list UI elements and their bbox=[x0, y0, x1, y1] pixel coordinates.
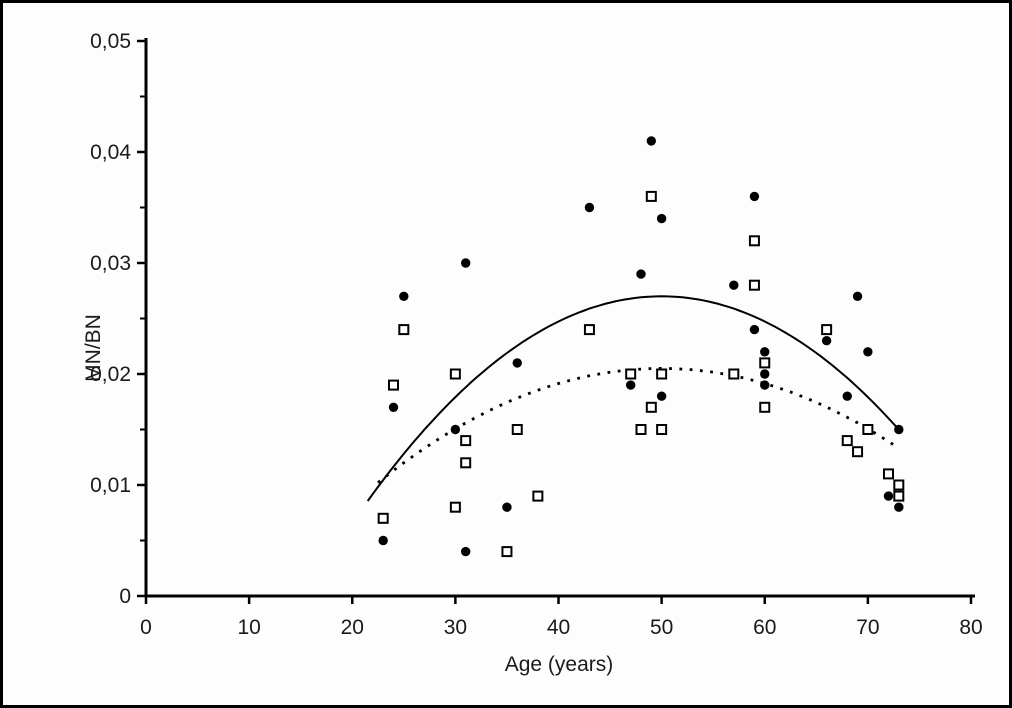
data-point-open-square bbox=[635, 424, 647, 435]
data-point-open-square bbox=[841, 435, 853, 447]
x-tick-label: 10 bbox=[237, 616, 260, 639]
data-point-open-square bbox=[501, 546, 513, 558]
solid-trend-line bbox=[366, 295, 900, 502]
x-axis-title: Age (years) bbox=[505, 653, 614, 676]
data-point-open-square bbox=[377, 512, 389, 524]
data-point-filled-circle bbox=[399, 291, 409, 301]
data-point-filled-circle bbox=[894, 424, 904, 435]
data-point-filled-circle bbox=[656, 213, 667, 224]
data-point-open-square bbox=[883, 468, 894, 480]
data-point-filled-circle bbox=[625, 380, 636, 390]
data-point-open-square bbox=[460, 435, 472, 447]
data-point-filled-circle bbox=[749, 191, 760, 202]
data-point-open-square bbox=[852, 446, 864, 458]
y-tick-label: 0,04 bbox=[90, 141, 131, 164]
data-point-open-square bbox=[449, 501, 461, 513]
x-tick-label: 20 bbox=[341, 616, 364, 639]
data-point-open-square bbox=[748, 235, 760, 247]
x-tick-label: 40 bbox=[547, 616, 570, 639]
x-tick-label: 70 bbox=[856, 616, 879, 639]
y-tick-label: 0 bbox=[119, 585, 131, 608]
y-tick-label: 0,03 bbox=[90, 252, 131, 275]
data-point-filled-circle bbox=[388, 402, 399, 412]
data-point-filled-circle bbox=[883, 491, 894, 501]
data-point-filled-circle bbox=[512, 358, 522, 368]
data-point-open-square bbox=[398, 324, 410, 336]
data-point-open-square bbox=[583, 324, 595, 336]
data-point-open-square bbox=[656, 368, 668, 380]
data-point-filled-circle bbox=[584, 202, 595, 213]
data-point-filled-circle bbox=[760, 369, 770, 379]
data-point-filled-circle bbox=[894, 502, 904, 512]
data-point-open-square bbox=[388, 379, 399, 391]
data-point-open-square bbox=[460, 457, 472, 469]
data-point-open-square bbox=[449, 368, 461, 380]
data-point-filled-circle bbox=[842, 391, 852, 401]
data-point-filled-circle bbox=[760, 347, 770, 357]
data-point-filled-circle bbox=[450, 424, 461, 435]
data-point-open-square bbox=[625, 368, 637, 380]
x-tick-label: 50 bbox=[650, 616, 673, 639]
y-axis-title: MN/BN bbox=[82, 314, 105, 382]
data-point-open-square bbox=[893, 479, 905, 491]
data-point-filled-circle bbox=[729, 280, 739, 290]
data-point-filled-circle bbox=[646, 136, 657, 146]
data-point-filled-circle bbox=[636, 269, 646, 279]
trend-curves-layer bbox=[366, 295, 900, 502]
data-point-open-square bbox=[532, 490, 544, 502]
data-point-open-square bbox=[656, 424, 668, 435]
data-point-filled-circle bbox=[378, 535, 388, 546]
data-point-open-square bbox=[748, 279, 760, 291]
data-point-open-square bbox=[645, 190, 657, 202]
data-point-filled-circle bbox=[821, 336, 832, 346]
data-point-filled-circle bbox=[760, 380, 770, 390]
x-tick-label: 60 bbox=[753, 616, 776, 639]
data-point-open-square bbox=[893, 490, 905, 502]
x-tick-label: 80 bbox=[959, 616, 982, 639]
y-tick-label: 0,02 bbox=[90, 363, 131, 386]
x-tick-label: 30 bbox=[444, 616, 467, 639]
data-point-filled-circle bbox=[749, 324, 760, 335]
data-point-open-square bbox=[759, 401, 771, 413]
data-point-filled-circle bbox=[460, 258, 471, 268]
data-point-open-square bbox=[862, 424, 874, 435]
data-points-layer bbox=[377, 136, 905, 558]
chart-canvas: 0 10 20 30 40 50 60 70 80 0 0,01 0,02 0,03 0,04 0,05 A… bbox=[82, 30, 983, 676]
x-tick-label: 0 bbox=[140, 616, 152, 639]
data-point-filled-circle bbox=[460, 546, 471, 557]
axes-layer: 0 10 20 30 40 50 60 70 80 0 0,01 0,02 0,03 0,04 0,05 bbox=[90, 30, 983, 639]
data-point-open-square bbox=[821, 324, 833, 336]
data-point-filled-circle bbox=[852, 291, 863, 301]
data-point-open-square bbox=[645, 401, 657, 413]
data-point-open-square bbox=[511, 424, 523, 435]
data-point-filled-circle bbox=[656, 391, 667, 401]
data-point-filled-circle bbox=[863, 347, 873, 357]
data-point-open-square bbox=[728, 368, 740, 380]
data-point-open-square bbox=[759, 357, 771, 369]
y-tick-label: 0,05 bbox=[90, 30, 131, 53]
y-tick-label: 0,01 bbox=[90, 474, 131, 497]
data-point-filled-circle bbox=[502, 502, 512, 512]
dotted-trend-line bbox=[377, 366, 900, 484]
